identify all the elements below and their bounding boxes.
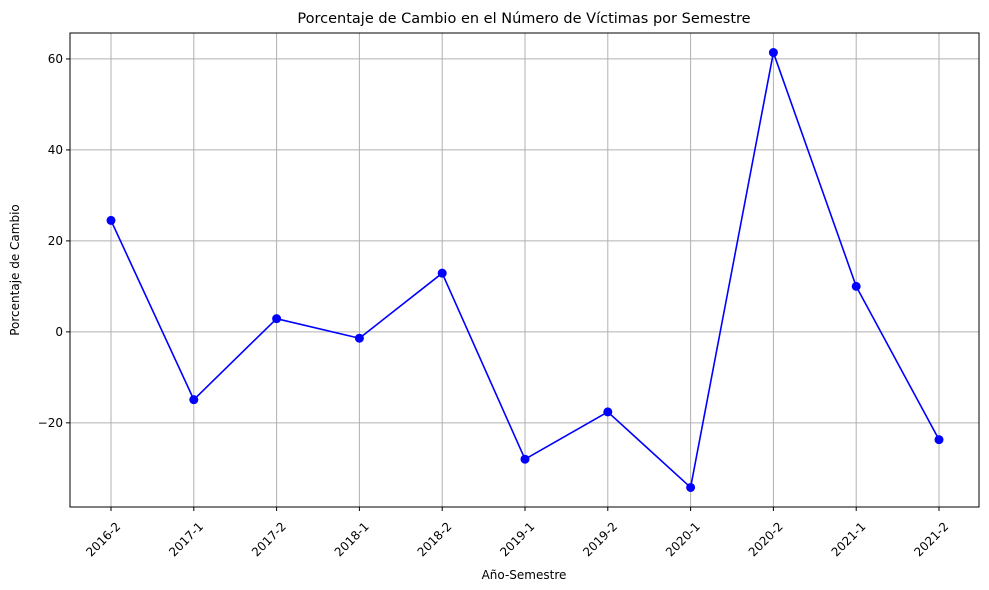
grid [70,33,979,507]
x-axis: 2016-2 2017-1 2017-2 2018-1 2018-2 2019-1 2019… [83,507,951,559]
x-tick-label: 2020-2 [746,519,786,559]
y-tick-label: 0 [55,325,63,339]
x-tick-label: 2020-1 [663,519,703,559]
data-point [520,454,530,464]
x-tick-label: 2018-1 [332,519,372,559]
data-point [189,395,199,405]
x-tick-label: 2017-1 [166,519,206,559]
x-tick-label: 2019-2 [580,519,620,559]
x-tick-label: 2017-2 [249,519,289,559]
y-axis-label: Porcentaje de Cambio [8,204,22,336]
data-point [851,281,861,291]
data-point [934,435,944,445]
y-tick-label: 60 [48,52,63,66]
chart-title: Porcentaje de Cambio en el Número de Víc… [297,11,750,27]
data-point [686,482,696,492]
x-tick-label: 2021-1 [829,519,869,559]
x-tick-label: 2018-2 [415,519,455,559]
x-axis-label: Año-Semestre [482,568,567,582]
y-tick-label: 40 [48,143,63,157]
x-tick-label: 2019-1 [497,519,537,559]
data-point [354,333,364,343]
data-point [768,48,778,58]
y-tick-label: −20 [38,416,63,430]
data-point [437,268,447,278]
y-tick-label: 20 [48,234,63,248]
y-axis: −20 0 20 40 60 [38,52,70,430]
x-tick-label: 2016-2 [83,519,123,559]
data-point [603,407,613,417]
data-point [272,314,282,324]
x-tick-label: 2021-2 [911,519,951,559]
series-layer [106,48,944,492]
data-point [106,215,116,225]
